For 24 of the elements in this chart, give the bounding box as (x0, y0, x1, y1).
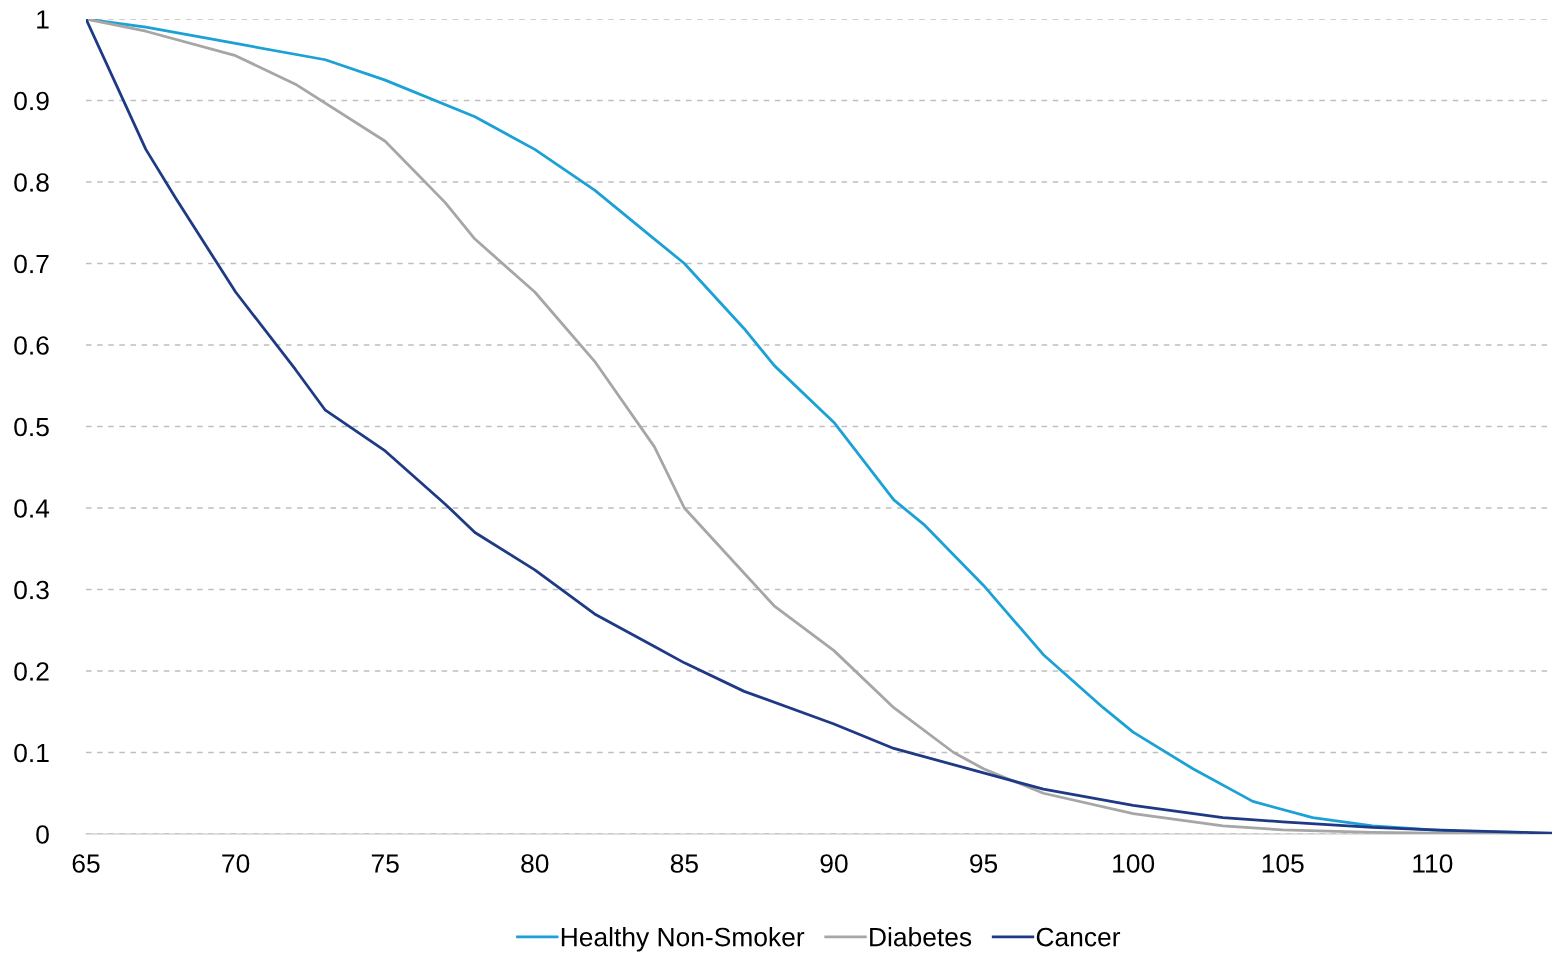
y-tick-label: 0.2 (14, 662, 49, 681)
x-tick-label: 105 (1262, 854, 1304, 873)
y-tick-label: 0.6 (14, 336, 49, 355)
x-tick-label: 90 (820, 854, 848, 873)
x-tick-label: 110 (1413, 854, 1453, 873)
y-tick-label: 0.8 (14, 173, 49, 192)
y-tick-label: 0.1 (14, 743, 49, 763)
x-tick-label: 80 (521, 854, 549, 873)
y-tick-label: 0.7 (14, 254, 49, 274)
x-tick-label: 70 (222, 854, 250, 873)
x-tick-label: 100 (1113, 854, 1155, 873)
y-tick-label: 0.4 (14, 499, 50, 518)
y-tick-label: 0 (36, 825, 49, 844)
y-tick-label: 0.3 (14, 580, 49, 600)
x-tick-label: 65 (72, 854, 100, 873)
legend-label: Diabetes (870, 927, 972, 947)
x-tick-label: 95 (970, 854, 998, 873)
x-tick-label: 85 (670, 854, 698, 873)
y-tick-label: 0.5 (14, 417, 49, 437)
legend-label: Cancer (1036, 927, 1121, 947)
x-tick-label: 75 (371, 854, 399, 873)
legend-label: Healthy Non-Smoker (561, 927, 805, 952)
y-tick-label: 1 (37, 10, 49, 29)
y-tick-label: 0.9 (14, 91, 49, 111)
